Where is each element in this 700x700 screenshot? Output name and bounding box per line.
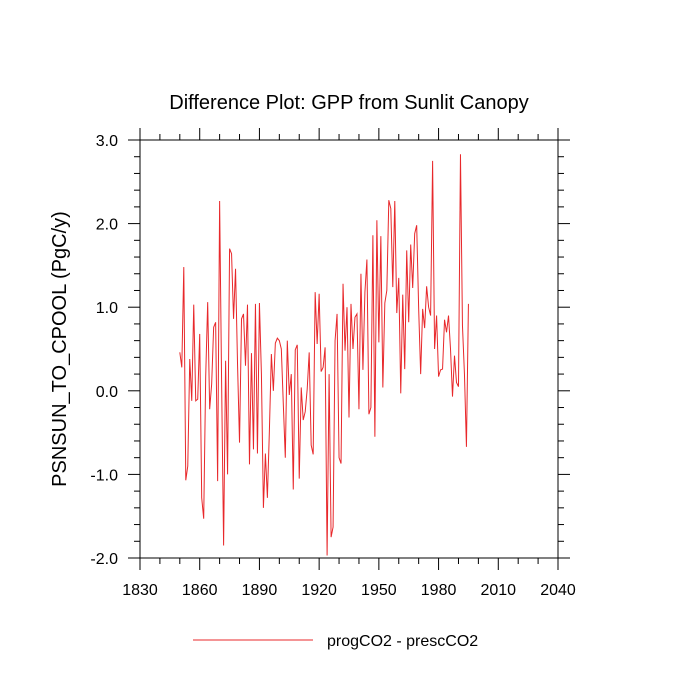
x-tick-label: 1920 (301, 582, 337, 599)
y-tick-label: 1.0 (96, 300, 118, 317)
y-tick-labels: -2.0 -1.0 0.0 1.0 2.0 3.0 (90, 133, 118, 568)
x-tick-label: 1950 (361, 582, 397, 599)
x-tick-label: 2010 (480, 582, 516, 599)
axis-ticks (128, 128, 570, 570)
x-tick-label: 1980 (421, 582, 457, 599)
y-tick-label: 2.0 (96, 217, 118, 234)
y-tick-label: 3.0 (96, 133, 118, 150)
y-tick-label: -1.0 (90, 467, 118, 484)
legend: progCO2 - prescCO2 (193, 633, 478, 650)
chart-title: Difference Plot: GPP from Sunlit Canopy (169, 92, 528, 114)
plot-frame (139, 139, 559, 559)
series-line (179, 154, 469, 556)
x-tick-label: 1890 (242, 582, 278, 599)
x-tick-label: 2040 (540, 582, 576, 599)
legend-label: progCO2 - prescCO2 (327, 633, 478, 650)
x-tick-label: 1860 (182, 582, 218, 599)
series-layer (179, 154, 469, 556)
x-tick-labels: 1830 1860 1890 1920 1950 1980 2010 2040 (122, 582, 576, 599)
x-tick-label: 1830 (122, 582, 158, 599)
y-tick-label: -2.0 (90, 551, 118, 568)
y-axis-label: PSNSUN_TO_CPOOL (PgC/y) (49, 211, 71, 487)
y-tick-label: 0.0 (96, 384, 118, 401)
